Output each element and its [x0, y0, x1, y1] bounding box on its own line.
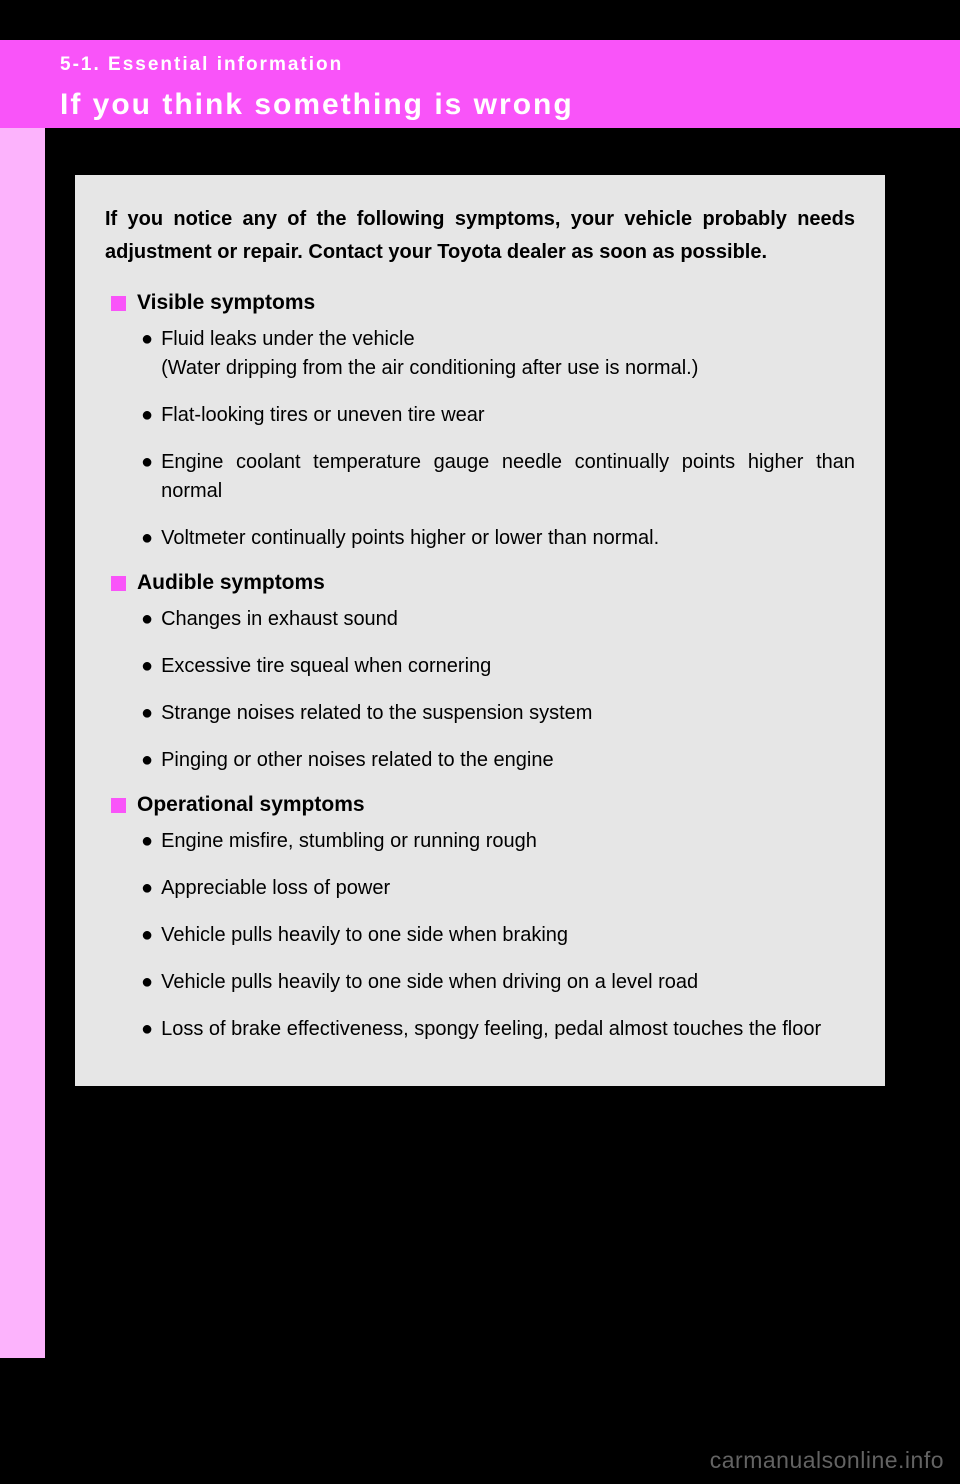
bullet-icon: ● — [141, 605, 153, 634]
subsection-audible: Audible symptoms ● Changes in exhaust so… — [105, 571, 855, 775]
bullet-icon: ● — [141, 746, 153, 775]
square-marker-icon — [111, 798, 126, 813]
section-title: If you think something is wrong — [60, 88, 960, 122]
bullet-icon: ● — [141, 524, 153, 553]
subsection-visible: Visible symptoms ● Fluid leaks under the… — [105, 291, 855, 553]
bullet-icon: ● — [141, 699, 153, 728]
list-item-text: Strange noises related to the suspension… — [161, 699, 855, 728]
subsection-operational: Operational symptoms ● Engine misfire, s… — [105, 793, 855, 1044]
list-item: ● Strange noises related to the suspensi… — [141, 699, 855, 728]
list-item: ● Voltmeter continually points higher or… — [141, 524, 855, 553]
watermark-text: carmanualsonline.info — [710, 1447, 944, 1474]
list-item: ● Excessive tire squeal when cornering — [141, 652, 855, 681]
list-item-text: Voltmeter continually points higher or l… — [161, 524, 855, 553]
list-item-text: Vehicle pulls heavily to one side when d… — [161, 968, 855, 997]
list-item: ● Engine misfire, stumbling or running r… — [141, 827, 855, 856]
subsection-title: Visible symptoms — [137, 291, 315, 315]
bullet-icon: ● — [141, 1015, 153, 1044]
list-item-text: Changes in exhaust sound — [161, 605, 855, 634]
bullet-icon: ● — [141, 401, 153, 430]
subsection-title: Operational symptoms — [137, 793, 365, 817]
square-marker-icon — [111, 296, 126, 311]
side-tab — [0, 128, 45, 1358]
list-item: ● Appreciable loss of power — [141, 874, 855, 903]
list-item-text: Engine misfire, stumbling or running rou… — [161, 827, 855, 856]
list-item-text: Fluid leaks under the vehicle (Water dri… — [161, 325, 855, 383]
list-item-text: Flat-looking tires or uneven tire wear — [161, 401, 855, 430]
bullet-icon: ● — [141, 325, 153, 383]
bullet-icon: ● — [141, 874, 153, 903]
subsection-heading: Visible symptoms — [111, 291, 855, 315]
list-item: ● Changes in exhaust sound — [141, 605, 855, 634]
list-item: ● Fluid leaks under the vehicle (Water d… — [141, 325, 855, 383]
list-item-text: Vehicle pulls heavily to one side when b… — [161, 921, 855, 950]
list-item-text: Excessive tire squeal when cornering — [161, 652, 855, 681]
bullet-icon: ● — [141, 921, 153, 950]
list-item-text: Engine coolant temperature gauge needle … — [161, 448, 855, 506]
bullet-icon: ● — [141, 968, 153, 997]
bullet-icon: ● — [141, 448, 153, 506]
list-item: ● Loss of brake effectiveness, spongy fe… — [141, 1015, 855, 1044]
list-item: ● Flat-looking tires or uneven tire wear — [141, 401, 855, 430]
header-band: 5-1. Essential information If you think … — [0, 40, 960, 128]
subsection-title: Audible symptoms — [137, 571, 325, 595]
list-item-text: Pinging or other noises related to the e… — [161, 746, 855, 775]
list-item: ● Vehicle pulls heavily to one side when… — [141, 968, 855, 997]
subsection-heading: Audible symptoms — [111, 571, 855, 595]
intro-text: If you notice any of the following sympt… — [105, 203, 855, 269]
subsection-heading: Operational symptoms — [111, 793, 855, 817]
content-box: If you notice any of the following sympt… — [75, 175, 885, 1086]
list-item: ● Engine coolant temperature gauge needl… — [141, 448, 855, 506]
list-item-text: Appreciable loss of power — [161, 874, 855, 903]
list-item-text: Loss of brake effectiveness, spongy feel… — [161, 1015, 855, 1044]
bullet-icon: ● — [141, 827, 153, 856]
list-item: ● Vehicle pulls heavily to one side when… — [141, 921, 855, 950]
square-marker-icon — [111, 576, 126, 591]
bullet-icon: ● — [141, 652, 153, 681]
section-number: 5-1. Essential information — [60, 54, 960, 76]
list-item: ● Pinging or other noises related to the… — [141, 746, 855, 775]
